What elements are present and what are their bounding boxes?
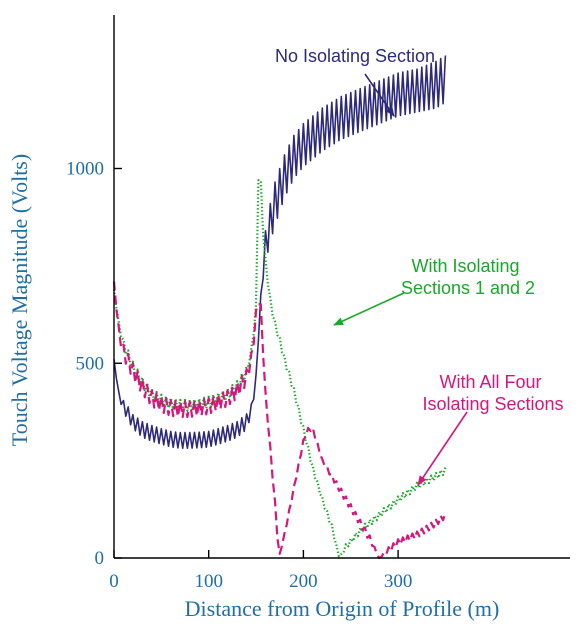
x-tick-label: 0 bbox=[109, 571, 119, 592]
x-axis-title: Distance from Origin of Profile (m) bbox=[185, 596, 500, 621]
x-tick-label: 200 bbox=[289, 571, 318, 592]
annotation-sections-1-2: With Isolating Sections 1 and 2 bbox=[401, 256, 535, 298]
series-layer bbox=[112, 55, 447, 560]
x-tick-label: 300 bbox=[384, 571, 413, 592]
y-axis-title: Touch Voltage Magnitude (Volts) bbox=[7, 154, 32, 446]
y-tick-label: 1000 bbox=[66, 159, 104, 180]
series-sections-1-2-line bbox=[112, 179, 447, 558]
series-no-isolating-line bbox=[113, 55, 447, 450]
annotation-arrow-sections-1-2 bbox=[333, 292, 405, 326]
y-tick-label: 500 bbox=[76, 353, 105, 374]
annotation-no-isolating: No Isolating Section bbox=[275, 46, 435, 66]
x-tick-label: 100 bbox=[194, 571, 223, 592]
annotation-layer: No Isolating Section With Isolating Sect… bbox=[275, 46, 564, 486]
annotation-arrow-all-four bbox=[417, 411, 468, 486]
annotation-all-four: With All Four Isolating Sections bbox=[422, 372, 563, 414]
series-all-four-line bbox=[112, 281, 447, 560]
axis-layer: 0 100 200 300 0 500 1000 Distance from Origin o… bbox=[7, 15, 570, 621]
annotation-arrow-no-isolating bbox=[364, 73, 395, 117]
y-tick-label: 0 bbox=[95, 548, 105, 569]
